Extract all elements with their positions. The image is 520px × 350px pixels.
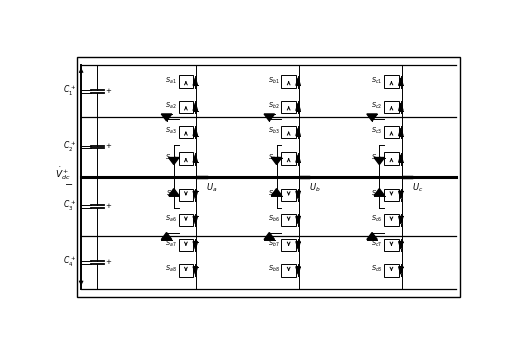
Polygon shape [271, 158, 282, 164]
Text: $C_2^+$: $C_2^+$ [63, 140, 76, 154]
Bar [384, 126, 399, 138]
Text: $S_{b3}$: $S_{b3}$ [268, 126, 280, 136]
Text: $S_{b8}$: $S_{b8}$ [268, 264, 280, 274]
Text: +: + [106, 259, 112, 265]
Bar [384, 264, 399, 276]
Polygon shape [193, 216, 198, 224]
Bar [179, 126, 193, 138]
Bar [281, 239, 296, 251]
Text: $C_1^+$: $C_1^+$ [63, 84, 76, 98]
Text: $S_{c8}$: $S_{c8}$ [371, 264, 383, 274]
Text: $S_{b2}$: $S_{b2}$ [268, 101, 280, 111]
Polygon shape [264, 232, 275, 239]
Text: $S_{c4}$: $S_{c4}$ [371, 152, 383, 163]
Bar [384, 189, 399, 201]
Bar [384, 101, 399, 113]
Bar [281, 264, 296, 276]
Bar [77, 57, 460, 297]
Polygon shape [193, 241, 198, 249]
Bar [281, 126, 296, 138]
Bar [384, 152, 399, 165]
Text: $\dot{V}_{dc}^+$: $\dot{V}_{dc}^+$ [55, 166, 71, 182]
Polygon shape [367, 114, 378, 121]
Bar [384, 239, 399, 251]
Text: +: + [106, 88, 112, 93]
Polygon shape [296, 155, 300, 162]
Bar [281, 101, 296, 113]
Text: $S_{b6}$: $S_{b6}$ [268, 214, 280, 224]
Text: $S_{a4}$: $S_{a4}$ [165, 152, 177, 163]
Polygon shape [296, 216, 300, 224]
Polygon shape [161, 114, 172, 121]
Polygon shape [193, 128, 198, 136]
Polygon shape [161, 232, 172, 239]
Polygon shape [296, 191, 300, 199]
Polygon shape [367, 232, 378, 239]
Polygon shape [399, 103, 403, 111]
Bar [281, 214, 296, 226]
Text: $S_{a8}$: $S_{a8}$ [165, 264, 177, 274]
Bar [179, 214, 193, 226]
Bar [179, 101, 193, 113]
Polygon shape [296, 241, 300, 249]
Polygon shape [193, 103, 198, 111]
Text: $U_c$: $U_c$ [412, 182, 423, 194]
Polygon shape [271, 189, 282, 196]
Polygon shape [399, 191, 403, 199]
Text: $C_4^+$: $C_4^+$ [63, 255, 76, 270]
Polygon shape [399, 128, 403, 136]
Polygon shape [399, 78, 403, 85]
Bar [281, 189, 296, 201]
Text: $-$: $-$ [64, 178, 73, 189]
Polygon shape [168, 189, 179, 196]
Polygon shape [168, 158, 179, 164]
Text: +: + [106, 203, 112, 209]
Polygon shape [193, 191, 198, 199]
Polygon shape [399, 216, 403, 224]
Polygon shape [399, 241, 403, 249]
Text: +: + [106, 144, 112, 149]
Polygon shape [193, 78, 198, 85]
Polygon shape [296, 267, 300, 274]
Polygon shape [399, 155, 403, 162]
Bar [179, 189, 193, 201]
Bar [384, 76, 399, 88]
Polygon shape [374, 158, 385, 164]
Bar [179, 152, 193, 165]
Text: $S_{a2}$: $S_{a2}$ [165, 101, 177, 111]
Bar [179, 264, 193, 276]
Text: $S_{b4}$: $S_{b4}$ [268, 152, 280, 163]
Bar [281, 152, 296, 165]
Text: $S_{c2}$: $S_{c2}$ [371, 101, 383, 111]
Text: $S_{a7}$: $S_{a7}$ [165, 239, 177, 249]
Bar [384, 214, 399, 226]
Text: $S_{b1}$: $S_{b1}$ [268, 76, 280, 86]
Text: $S_{a5}$: $S_{a5}$ [165, 189, 177, 199]
Polygon shape [374, 189, 385, 196]
Text: $S_{a6}$: $S_{a6}$ [165, 214, 177, 224]
Text: $S_{a1}$: $S_{a1}$ [165, 76, 177, 86]
Text: $C_3^+$: $C_3^+$ [63, 199, 76, 214]
Text: $U_b$: $U_b$ [309, 182, 321, 194]
Bar [281, 76, 296, 88]
Polygon shape [296, 78, 300, 85]
Polygon shape [399, 267, 403, 274]
Text: $S_{c1}$: $S_{c1}$ [371, 76, 383, 86]
Polygon shape [296, 128, 300, 136]
Bar [179, 76, 193, 88]
Text: $S_{c5}$: $S_{c5}$ [371, 189, 383, 199]
Polygon shape [296, 103, 300, 111]
Polygon shape [193, 155, 198, 162]
Text: $S_{c6}$: $S_{c6}$ [371, 214, 383, 224]
Text: $S_{a3}$: $S_{a3}$ [165, 126, 177, 136]
Text: $U_a$: $U_a$ [206, 182, 218, 194]
Polygon shape [193, 267, 198, 274]
Text: $S_{b5}$: $S_{b5}$ [268, 189, 280, 199]
Text: $S_{c3}$: $S_{c3}$ [371, 126, 383, 136]
Text: $S_{b7}$: $S_{b7}$ [268, 239, 280, 249]
Polygon shape [264, 114, 275, 121]
Text: $S_{c7}$: $S_{c7}$ [371, 239, 383, 249]
Bar [179, 239, 193, 251]
